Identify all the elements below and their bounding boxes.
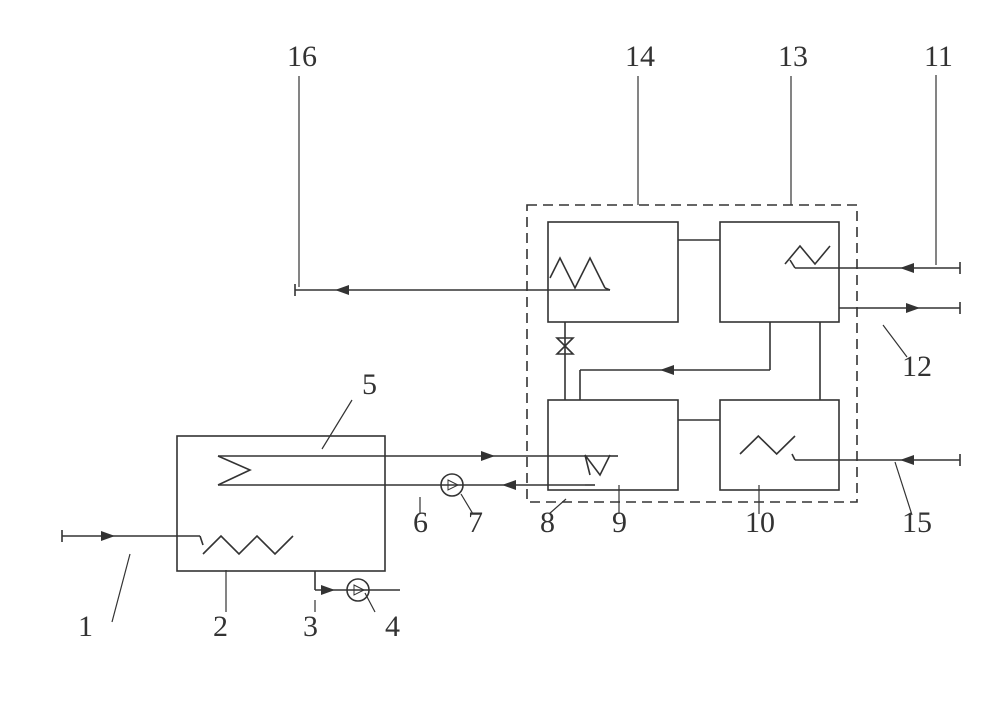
- callout-13: 13: [778, 40, 808, 73]
- callout-16: 16: [287, 40, 317, 73]
- callout-1: 1: [78, 610, 93, 643]
- callout-14: 14: [625, 40, 655, 73]
- callout-10: 10: [745, 506, 775, 539]
- callout-5: 5: [362, 368, 377, 401]
- callout-7: 7: [468, 506, 483, 539]
- callout-12: 12: [902, 350, 932, 383]
- callout-15: 15: [902, 506, 932, 539]
- callout-11: 11: [924, 40, 953, 73]
- callout-2: 2: [213, 610, 228, 643]
- schematic-diagram: 12345678910111213141516: [0, 0, 1000, 705]
- callout-3: 3: [303, 610, 318, 643]
- callout-4: 4: [385, 610, 400, 643]
